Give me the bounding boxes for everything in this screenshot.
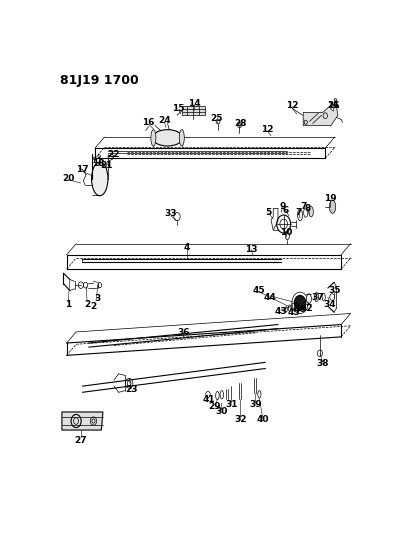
Text: 2: 2 <box>90 302 96 311</box>
Text: 4: 4 <box>183 244 190 252</box>
Text: 40: 40 <box>256 415 269 424</box>
Text: 16: 16 <box>142 118 155 127</box>
Text: 36: 36 <box>177 328 190 337</box>
Text: 32: 32 <box>234 415 246 424</box>
Text: 37: 37 <box>311 293 324 302</box>
Text: 14: 14 <box>188 99 201 108</box>
Text: 22: 22 <box>108 150 120 159</box>
Text: 29: 29 <box>208 402 221 411</box>
Text: 41: 41 <box>202 395 215 404</box>
Text: 46: 46 <box>294 305 306 314</box>
Polygon shape <box>62 412 103 430</box>
Text: 8: 8 <box>305 204 311 213</box>
Text: 30: 30 <box>215 407 228 416</box>
Text: 42: 42 <box>301 304 313 313</box>
Text: 26: 26 <box>327 101 339 109</box>
Text: 12: 12 <box>286 101 298 110</box>
Text: 24: 24 <box>158 116 171 125</box>
Text: 39: 39 <box>249 400 262 409</box>
Text: 10: 10 <box>280 228 292 237</box>
Text: 33: 33 <box>164 209 177 218</box>
Text: 12: 12 <box>261 125 273 134</box>
Polygon shape <box>182 106 206 115</box>
Text: 20: 20 <box>62 174 74 183</box>
Text: 9: 9 <box>280 203 286 211</box>
Text: 35: 35 <box>328 286 341 295</box>
Text: 81J19 1700: 81J19 1700 <box>60 74 139 87</box>
Text: 19: 19 <box>324 194 336 203</box>
Text: 23: 23 <box>125 385 138 394</box>
Text: 44: 44 <box>264 293 276 302</box>
Text: 7: 7 <box>295 208 302 217</box>
Text: 3: 3 <box>94 294 101 303</box>
Ellipse shape <box>309 207 313 217</box>
Polygon shape <box>303 106 338 126</box>
Ellipse shape <box>329 200 336 213</box>
Text: 38: 38 <box>317 359 329 368</box>
Text: 28: 28 <box>234 119 246 128</box>
Text: 5: 5 <box>265 208 271 217</box>
Text: 21: 21 <box>100 161 112 170</box>
Ellipse shape <box>92 162 108 196</box>
Ellipse shape <box>151 130 156 146</box>
Text: 2: 2 <box>84 300 90 309</box>
Circle shape <box>294 295 306 310</box>
Text: 13: 13 <box>245 245 257 254</box>
Ellipse shape <box>153 130 183 146</box>
Ellipse shape <box>179 130 184 146</box>
Text: 45: 45 <box>253 286 265 295</box>
Ellipse shape <box>306 294 311 304</box>
Text: 17: 17 <box>76 165 89 174</box>
Text: 18: 18 <box>92 159 105 168</box>
Text: 25: 25 <box>210 114 223 123</box>
Text: 43: 43 <box>274 306 287 316</box>
Text: 11: 11 <box>327 101 339 110</box>
Text: 27: 27 <box>74 436 87 445</box>
Text: 7: 7 <box>300 202 306 211</box>
Text: 15: 15 <box>173 104 185 113</box>
Text: 34: 34 <box>323 300 336 309</box>
Ellipse shape <box>298 209 302 221</box>
Text: 31: 31 <box>225 400 238 409</box>
Text: 45: 45 <box>287 308 300 317</box>
Text: 6: 6 <box>283 206 289 215</box>
Text: 1: 1 <box>65 300 71 309</box>
